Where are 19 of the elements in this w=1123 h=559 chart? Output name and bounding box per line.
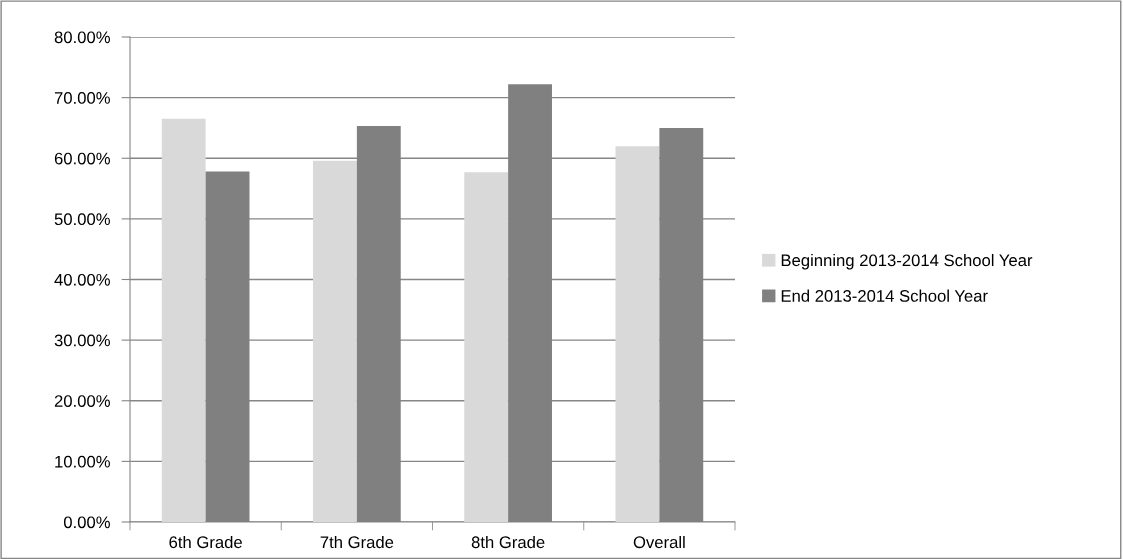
legend-label: Beginning 2013-2014 School Year: [781, 253, 1033, 270]
y-tick-label: 80.00%: [54, 31, 110, 44]
y-tick-label: 40.00%: [54, 273, 110, 286]
x-tick-label: Overall: [633, 535, 685, 549]
y-tick-label: 20.00%: [54, 395, 110, 407]
y-tick-label: 30.00%: [54, 334, 110, 347]
bar: [464, 172, 509, 522]
legend-label: End 2013-2014 School Year: [781, 289, 988, 302]
bar: [615, 146, 660, 522]
x-tick-label: 6th Grade: [169, 535, 242, 549]
bar: [161, 118, 206, 522]
y-tick-label: 0.00%: [63, 516, 110, 529]
y-tick-label: 60.00%: [54, 152, 110, 165]
y-tick-label: 70.00%: [54, 92, 110, 104]
x-tick-label: 7th Grade: [320, 535, 394, 549]
y-tick-label: 50.00%: [54, 213, 110, 226]
y-tick-label: 10.00%: [55, 455, 110, 468]
x-tick-label: 8th Grade: [471, 535, 545, 549]
bar: [313, 160, 357, 522]
